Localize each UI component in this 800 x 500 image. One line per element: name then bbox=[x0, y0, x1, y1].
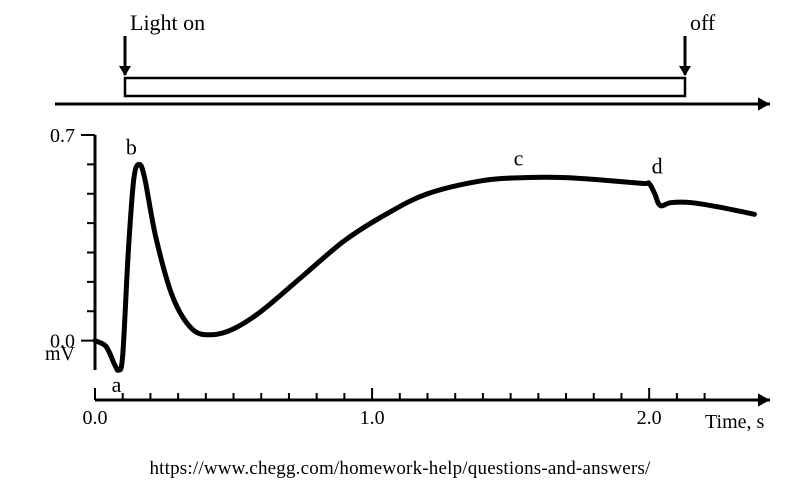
x-tick-label: 1.0 bbox=[360, 407, 385, 429]
light-off-label: off bbox=[690, 10, 716, 35]
point-label-b: b bbox=[126, 134, 137, 159]
x-axis-label: Time, s bbox=[705, 411, 765, 433]
figure-svg: Light onoff0.00.7mV0.01.02.0Time, sabcd bbox=[0, 0, 800, 500]
point-label-a: a bbox=[112, 372, 122, 397]
figure-container: { "canvas": { "width": 800, "height": 50… bbox=[0, 0, 800, 500]
y-tick-label: 0.7 bbox=[50, 125, 75, 147]
x-axis-arrow bbox=[758, 393, 770, 406]
light-on-label: Light on bbox=[130, 10, 205, 35]
point-label-c: c bbox=[514, 146, 524, 171]
x-tick-label: 0.0 bbox=[83, 407, 108, 429]
point-label-d: d bbox=[652, 153, 663, 178]
x-tick-label: 2.0 bbox=[637, 407, 662, 429]
light-off-arrow-head bbox=[679, 66, 691, 76]
y-axis-label: mV bbox=[45, 343, 76, 365]
light-on-arrow-head bbox=[119, 66, 131, 76]
source-caption: https://www.chegg.com/homework-help/ques… bbox=[0, 458, 800, 480]
response-curve bbox=[95, 164, 754, 370]
stimulus-bar bbox=[125, 78, 685, 96]
stimulus-axis-arrow bbox=[758, 97, 770, 110]
